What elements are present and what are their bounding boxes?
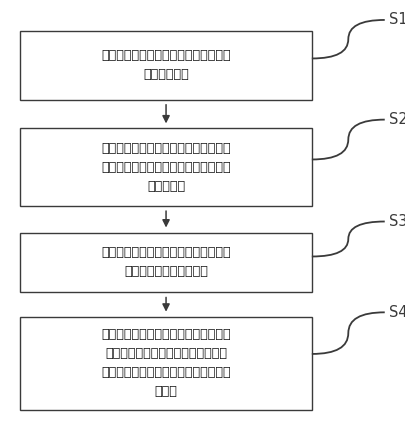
Text: 获取实测应答信号接收时刻表和测试信
号接收时刻表: 获取实测应答信号接收时刻表和测试信 号接收时刻表 xyxy=(101,49,231,82)
FancyBboxPatch shape xyxy=(20,31,312,100)
Text: S400: S400 xyxy=(389,305,405,320)
Text: 根据实测应答信号接收时刻表计算出目
标位置，并进行实测数据校核，得到实
测校核结果: 根据实测应答信号接收时刻表计算出目 标位置，并进行实测数据校核，得到实 测校核结… xyxy=(101,142,231,193)
Text: S300: S300 xyxy=(389,214,405,229)
FancyBboxPatch shape xyxy=(20,317,312,410)
FancyBboxPatch shape xyxy=(20,233,312,292)
Text: S100: S100 xyxy=(389,12,405,27)
Text: S200: S200 xyxy=(389,112,405,127)
Text: 根据实测校核结果和测试校核结果判断
多点定位系统是否定位准确，若不准
确，则确定故障信号接收端，并重新进
行定位: 根据实测校核结果和测试校核结果判断 多点定位系统是否定位准确，若不准 确，则确定… xyxy=(101,328,231,398)
Text: 根据测试信号接收时刻表进行测试数据
校核，得到测试校核结果: 根据测试信号接收时刻表进行测试数据 校核，得到测试校核结果 xyxy=(101,246,231,279)
FancyBboxPatch shape xyxy=(20,128,312,206)
